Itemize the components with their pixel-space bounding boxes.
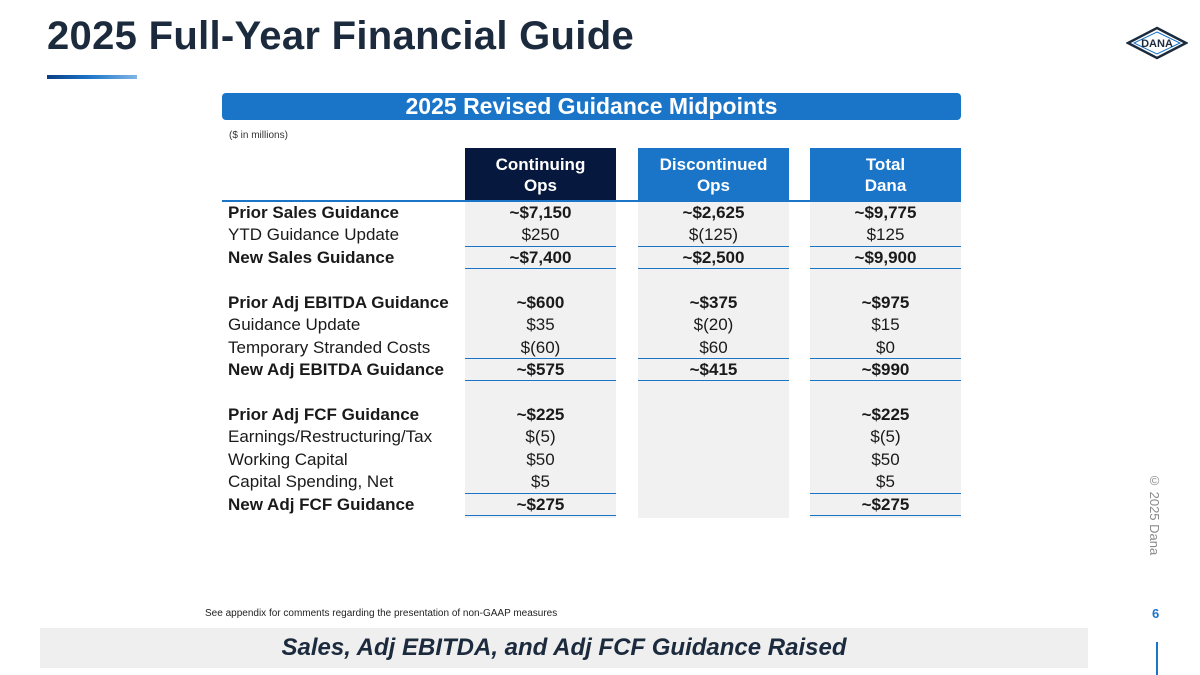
cell-continuing: $(5) bbox=[525, 427, 556, 446]
cell-discontinued: $60 bbox=[699, 338, 728, 357]
row-label: Prior Adj EBITDA Guidance bbox=[228, 293, 449, 312]
table-row: New Sales Guidance ~$7,400 ~$2,500 ~$9,9… bbox=[0, 247, 1200, 269]
takeaway-bar: Sales, Adj EBITDA, and Adj FCF Guidance … bbox=[40, 628, 1088, 668]
column-background-total bbox=[810, 201, 961, 518]
column-header-line2: Ops bbox=[696, 176, 731, 195]
table-row: YTD Guidance Update $250 $(125) $125 bbox=[0, 224, 1200, 246]
cell-continuing: ~$7,150 bbox=[509, 203, 572, 222]
title-underline bbox=[47, 75, 137, 79]
cell-discontinued: $(125) bbox=[688, 225, 739, 244]
row-label: Prior Adj FCF Guidance bbox=[228, 405, 420, 424]
total-rule bbox=[810, 268, 961, 269]
subtotal-rule bbox=[810, 246, 961, 247]
units-note: ($ in millions) bbox=[229, 130, 288, 141]
page-number: 6 bbox=[1152, 606, 1160, 621]
table-row: Working Capital $50 $50 bbox=[0, 449, 1200, 471]
header-rule bbox=[222, 200, 961, 202]
subtotal-rule bbox=[465, 358, 616, 359]
dana-logo: DANA bbox=[1126, 26, 1188, 60]
subtotal-rule bbox=[638, 358, 789, 359]
column-header-line1: Continuing bbox=[495, 155, 586, 174]
column-header-line2: Ops bbox=[523, 176, 558, 195]
page-title: 2025 Full-Year Financial Guide bbox=[47, 14, 634, 58]
column-header-discontinued: Discontinued Ops bbox=[638, 148, 789, 202]
row-label: Temporary Stranded Costs bbox=[228, 338, 431, 357]
table-row: New Adj FCF Guidance ~$275 ~$275 bbox=[0, 494, 1200, 516]
cell-total: ~$975 bbox=[861, 293, 910, 312]
column-header-line1: Total bbox=[865, 155, 906, 174]
section-banner: 2025 Revised Guidance Midpoints bbox=[222, 93, 961, 120]
table-row: Earnings/Restructuring/Tax $(5) $(5) bbox=[0, 426, 1200, 448]
cell-continuing: $5 bbox=[531, 472, 550, 491]
subtotal-rule bbox=[465, 493, 616, 494]
footnote: See appendix for comments regarding the … bbox=[205, 608, 558, 619]
row-label: Prior Sales Guidance bbox=[228, 203, 400, 222]
cell-continuing: ~$225 bbox=[516, 405, 565, 424]
row-label: Capital Spending, Net bbox=[228, 472, 394, 491]
table-row: Temporary Stranded Costs $(60) $60 $0 bbox=[0, 337, 1200, 359]
cell-continuing: $35 bbox=[526, 315, 555, 334]
cell-total: $0 bbox=[876, 338, 895, 357]
total-rule bbox=[465, 380, 616, 381]
cell-total: ~$225 bbox=[861, 405, 910, 424]
total-rule bbox=[638, 268, 789, 269]
table-row: New Adj EBITDA Guidance ~$575 ~$415 ~$99… bbox=[0, 359, 1200, 381]
cell-continuing: ~$575 bbox=[516, 360, 565, 379]
table-row: Guidance Update $35 $(20) $15 bbox=[0, 314, 1200, 336]
cell-total: $15 bbox=[871, 315, 900, 334]
side-accent-line bbox=[1156, 642, 1158, 675]
copyright-note: © 2025 Dana bbox=[1147, 473, 1162, 556]
column-header-total: Total Dana bbox=[810, 148, 961, 202]
column-header-continuing: Continuing Ops bbox=[465, 148, 616, 202]
subtotal-rule bbox=[465, 246, 616, 247]
cell-continuing: ~$275 bbox=[516, 495, 565, 514]
column-background-continuing bbox=[465, 201, 616, 518]
table-row: Prior Adj FCF Guidance ~$225 ~$225 bbox=[0, 404, 1200, 426]
cell-discontinued: ~$2,500 bbox=[682, 248, 745, 267]
total-rule bbox=[638, 380, 789, 381]
cell-continuing: ~$7,400 bbox=[509, 248, 572, 267]
cell-continuing: ~$600 bbox=[516, 293, 565, 312]
total-rule bbox=[465, 268, 616, 269]
cell-total: ~$9,900 bbox=[854, 248, 917, 267]
cell-total: ~$990 bbox=[861, 360, 910, 379]
total-rule bbox=[810, 380, 961, 381]
cell-total: ~$9,775 bbox=[854, 203, 917, 222]
total-rule bbox=[465, 515, 616, 516]
column-header-line1: Discontinued bbox=[659, 155, 768, 174]
table-row: Prior Adj EBITDA Guidance ~$600 ~$375 ~$… bbox=[0, 292, 1200, 314]
row-label: Earnings/Restructuring/Tax bbox=[228, 427, 433, 446]
cell-total: ~$275 bbox=[861, 495, 910, 514]
row-label: New Adj FCF Guidance bbox=[228, 495, 415, 514]
cell-total: $50 bbox=[871, 450, 900, 469]
row-label: New Sales Guidance bbox=[228, 248, 395, 267]
subtotal-rule bbox=[638, 246, 789, 247]
table-row: Prior Sales Guidance ~$7,150 ~$2,625 ~$9… bbox=[0, 202, 1200, 224]
column-header-line2: Dana bbox=[864, 176, 907, 195]
cell-discontinued: ~$2,625 bbox=[682, 203, 745, 222]
cell-continuing: $(60) bbox=[520, 338, 561, 357]
row-label: New Adj EBITDA Guidance bbox=[228, 360, 444, 379]
cell-total: $5 bbox=[876, 472, 895, 491]
cell-total: $(5) bbox=[870, 427, 901, 446]
row-label: YTD Guidance Update bbox=[228, 225, 400, 244]
row-label: Guidance Update bbox=[228, 315, 361, 334]
cell-continuing: $250 bbox=[521, 225, 560, 244]
subtotal-rule bbox=[810, 493, 961, 494]
row-label: Working Capital bbox=[228, 450, 348, 469]
total-rule bbox=[810, 515, 961, 516]
cell-discontinued: ~$375 bbox=[689, 293, 738, 312]
column-background-discontinued bbox=[638, 201, 789, 518]
cell-continuing: $50 bbox=[526, 450, 555, 469]
cell-discontinued: $(20) bbox=[693, 315, 734, 334]
table-row: Capital Spending, Net $5 $5 bbox=[0, 471, 1200, 493]
subtotal-rule bbox=[810, 358, 961, 359]
cell-discontinued: ~$415 bbox=[689, 360, 738, 379]
cell-total: $125 bbox=[866, 225, 905, 244]
logo-text: DANA bbox=[1141, 38, 1173, 50]
